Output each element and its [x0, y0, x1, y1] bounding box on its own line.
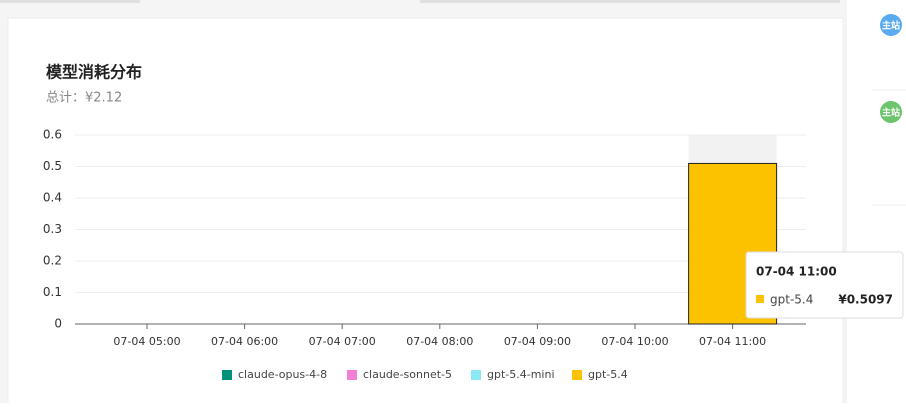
x-tick-label: 07-04 09:00 [504, 335, 571, 348]
y-tick-label: 0.5 [43, 159, 62, 173]
tooltip: 07-04 11:00 gpt-5.4 ¥0.5097 [745, 251, 904, 319]
top-shadow [0, 0, 140, 3]
y-tick-label: 0.4 [43, 191, 62, 205]
badge-label[interactable]: 主站 [882, 107, 900, 119]
legend-label: claude-sonnet-5 [363, 368, 452, 381]
y-tick-label: 0.6 [43, 128, 62, 142]
x-tick-label: 07-04 08:00 [406, 335, 473, 348]
x-tick-label: 07-04 05:00 [113, 335, 180, 348]
legend-label: gpt-5.4 [588, 368, 628, 381]
chart-title: 模型消耗分布 [46, 63, 142, 82]
legend-swatch [347, 370, 357, 380]
x-tick-label: 07-04 10:00 [601, 335, 668, 348]
y-tick-label: 0.3 [43, 222, 62, 236]
tooltip-box [745, 251, 904, 319]
tooltip-value: ¥0.5097 [838, 293, 893, 307]
legend-swatch [222, 370, 232, 380]
tooltip-title: 07-04 11:00 [756, 265, 837, 279]
tooltip-swatch [756, 295, 764, 303]
top-shadow [420, 0, 840, 3]
badge[interactable] [880, 14, 902, 36]
sidebar [846, 0, 906, 403]
x-tick-label: 07-04 06:00 [211, 335, 278, 348]
legend-swatch [471, 370, 481, 380]
y-tick-label: 0 [54, 317, 62, 331]
x-tick-label: 07-04 07:00 [309, 335, 376, 348]
chart-subtitle: 总计：¥2.12 [46, 91, 122, 106]
badge[interactable] [880, 101, 902, 123]
legend-label: gpt-5.4-mini [487, 368, 555, 381]
y-tick-label: 0.2 [43, 254, 62, 268]
legend-swatch [572, 370, 582, 380]
badge-label[interactable]: 主站 [882, 20, 900, 32]
legend-label: claude-opus-4-8 [238, 368, 327, 381]
y-tick-label: 0.1 [43, 285, 62, 299]
tooltip-series: gpt-5.4 [770, 293, 813, 307]
x-tick-label: 07-04 11:00 [699, 335, 766, 348]
